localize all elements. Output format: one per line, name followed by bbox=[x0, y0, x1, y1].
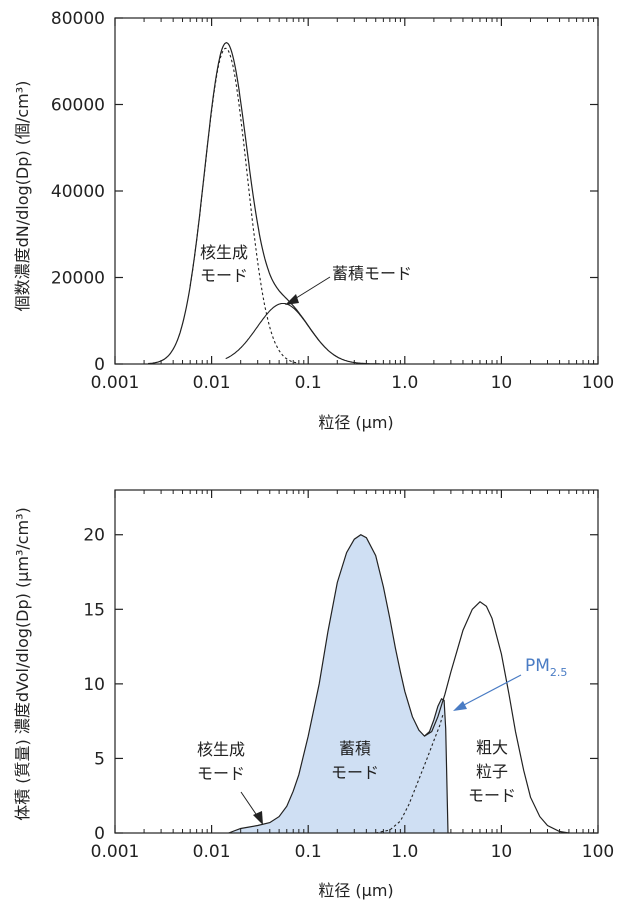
y-tick-label: 40000 bbox=[51, 182, 105, 202]
y-tick-label: 15 bbox=[83, 600, 105, 620]
bottom-coarse-dotted bbox=[375, 713, 444, 834]
x-tick-label: 1.0 bbox=[391, 842, 418, 862]
y-tick-label: 20 bbox=[83, 526, 105, 546]
x-tick-label: 100 bbox=[582, 842, 614, 862]
top-curve-nucleation-dotted bbox=[189, 47, 297, 364]
bottom-annotation-coarse-line2: 粒子 bbox=[476, 762, 508, 781]
bottom-x-axis: 0.001 0.01 0.1 1.0 10 100 bbox=[91, 490, 614, 862]
x-tick-label: 0.001 bbox=[91, 842, 140, 862]
y-tick-label: 80000 bbox=[51, 9, 105, 29]
bottom-annotation-coarse-line3: モード bbox=[468, 786, 516, 805]
x-tick-label: 0.1 bbox=[295, 373, 322, 393]
top-x-axis: 0.001 0.01 0.1 1.0 10 100 bbox=[91, 18, 614, 393]
bottom-pm25-edge bbox=[424, 697, 449, 834]
x-tick-label: 100 bbox=[582, 373, 614, 393]
y-tick-label: 0 bbox=[94, 355, 105, 375]
top-annotation-nucleation-line2: モード bbox=[200, 266, 248, 285]
bottom-annotation-accumulation-line1: 蓄積 bbox=[339, 739, 371, 758]
x-tick-label: 1.0 bbox=[391, 373, 418, 393]
top-x-axis-label: 粒径 (µm) bbox=[318, 413, 393, 432]
bottom-y-axis-label: 体積 (質量) 濃度dVol/dlog(Dp) (µm³/cm³) bbox=[13, 507, 32, 821]
y-tick-label: 10 bbox=[83, 675, 105, 695]
x-tick-label: 0.01 bbox=[193, 373, 231, 393]
pm25-label: PM2.5 bbox=[525, 656, 567, 679]
y-tick-label: 20000 bbox=[51, 269, 105, 289]
y-tick-label: 5 bbox=[94, 749, 105, 769]
x-tick-label: 0.001 bbox=[91, 373, 140, 393]
bottom-annotation-nucleation-line1: 核生成 bbox=[197, 740, 245, 759]
pm25-arrow-line bbox=[461, 674, 522, 707]
top-annotation-arrowhead bbox=[285, 294, 299, 305]
x-tick-label: 0.1 bbox=[295, 842, 322, 862]
bottom-annotation-coarse-line1: 粗大 bbox=[476, 738, 508, 757]
bottom-nucleation-arrow-line bbox=[240, 791, 259, 818]
chart-bottom: 0.001 0.01 0.1 1.0 10 100 0 5 10 15 20 粒径 (µm) 体積… bbox=[13, 489, 614, 900]
bottom-annotation-nucleation-line2: モード bbox=[197, 764, 245, 783]
x-tick-label: 10 bbox=[491, 373, 513, 393]
bottom-annotation-accumulation-line2: モード bbox=[331, 763, 379, 782]
top-curve-accumulation bbox=[225, 302, 320, 360]
top-annotation-arrow-line bbox=[292, 276, 331, 301]
top-y-axis: 0 20000 40000 60000 80000 bbox=[51, 9, 598, 375]
y-tick-label: 60000 bbox=[51, 96, 105, 116]
bottom-x-axis-label: 粒径 (µm) bbox=[318, 881, 393, 900]
bottom-pm25-area bbox=[228, 534, 448, 833]
pm25-arrowhead bbox=[453, 701, 467, 711]
bottom-nucleation-arrowhead bbox=[253, 811, 263, 825]
top-annotation-nucleation-line1: 核生成 bbox=[200, 243, 248, 262]
x-tick-label: 0.01 bbox=[193, 842, 231, 862]
top-y-axis-label: 個数濃度dN/dlog(Dp) (個/cm³) bbox=[13, 81, 32, 312]
top-plot-frame bbox=[114, 17, 599, 365]
top-annotation-accumulation: 蓄積モード bbox=[332, 264, 412, 283]
bottom-curve-total bbox=[228, 533, 569, 834]
x-tick-label: 10 bbox=[491, 842, 513, 862]
bottom-plot-frame bbox=[114, 489, 599, 834]
chart-top: 0.001 0.01 0.1 1.0 10 100 0 20000 40000 60000 800… bbox=[13, 9, 614, 432]
top-curve-total bbox=[148, 42, 380, 365]
y-tick-label: 0 bbox=[94, 824, 105, 844]
bottom-y-axis: 0 5 10 15 20 bbox=[83, 526, 598, 844]
